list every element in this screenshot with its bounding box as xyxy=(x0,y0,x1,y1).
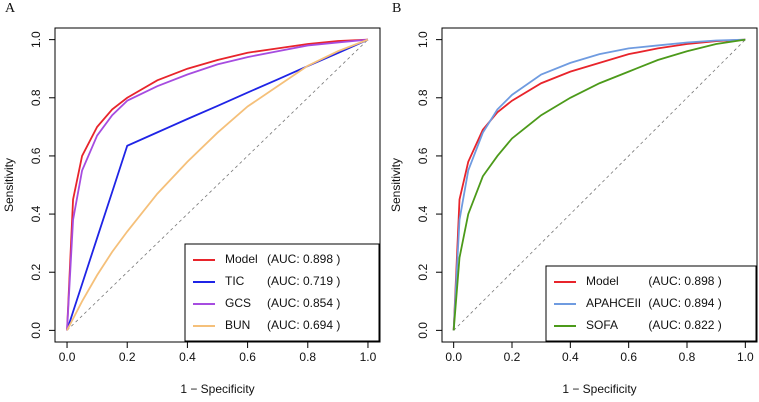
roc-curve xyxy=(66,38,369,331)
legend-name: SOFA xyxy=(586,318,618,332)
plot-frame xyxy=(54,27,381,343)
roc-curve xyxy=(452,38,746,331)
y-tick-label: 0.0 xyxy=(29,322,43,339)
y-tick-label: 0.0 xyxy=(416,322,430,339)
y-tick-label: 0.6 xyxy=(29,147,43,164)
legend-auc: (AUC: 0.898 ) xyxy=(267,252,340,266)
legend-auc: (AUC: 0.694 ) xyxy=(267,318,340,332)
y-axis-label: Sensitivity xyxy=(2,158,16,212)
reference-diagonal xyxy=(453,39,746,331)
legend-auc: (AUC: 0.894 ) xyxy=(648,296,721,310)
x-tick-label: 0.4 xyxy=(562,350,579,364)
legend-auc: (AUC: 0.822 ) xyxy=(648,318,721,332)
legend-name: BUN xyxy=(225,318,250,332)
y-axis-label: Sensitivity xyxy=(389,158,403,212)
legend-auc: (AUC: 0.898 ) xyxy=(648,274,721,288)
panel-label: B xyxy=(392,1,401,16)
x-tick-label: 0.2 xyxy=(504,350,521,364)
reference-diagonal xyxy=(66,39,369,331)
legend-auc: (AUC: 0.854 ) xyxy=(267,296,340,310)
legend-name: APAHCEII xyxy=(586,296,641,310)
legend-box xyxy=(184,243,380,342)
x-tick-label: 0.4 xyxy=(179,350,196,364)
panel-label: A xyxy=(5,1,16,16)
x-tick-label: 0.2 xyxy=(119,350,136,364)
legend-name: GCS xyxy=(225,296,251,310)
x-tick-label: 0.0 xyxy=(59,350,76,364)
x-tick-label: 0.0 xyxy=(445,350,462,364)
legend-name: TIC xyxy=(225,274,245,288)
x-tick-label: 0.6 xyxy=(620,350,637,364)
y-tick-label: 0.4 xyxy=(29,205,43,222)
roc-curve xyxy=(66,38,369,331)
y-tick-label: 0.2 xyxy=(29,264,43,281)
y-tick-label: 1.0 xyxy=(29,31,43,48)
legend-auc: (AUC: 0.719 ) xyxy=(267,274,340,288)
roc-curve xyxy=(66,38,369,331)
legend-name: Model xyxy=(586,274,619,288)
legend-box xyxy=(545,265,757,342)
x-axis-label: 1 − Specificity xyxy=(180,382,254,396)
y-tick-label: 0.4 xyxy=(416,205,430,222)
x-tick-label: 1.0 xyxy=(737,350,754,364)
y-tick-label: 1.0 xyxy=(416,31,430,48)
x-tick-label: 0.8 xyxy=(299,350,316,364)
x-axis-label: 1 − Specificity xyxy=(562,382,636,396)
plot-frame xyxy=(441,27,758,343)
roc-curve xyxy=(452,38,746,331)
y-tick-label: 0.8 xyxy=(29,89,43,106)
y-tick-label: 0.8 xyxy=(416,89,430,106)
legend-name: Model xyxy=(225,252,258,266)
x-tick-label: 0.6 xyxy=(239,350,256,364)
roc-curve xyxy=(452,38,746,331)
x-tick-label: 0.8 xyxy=(679,350,696,364)
y-tick-label: 0.6 xyxy=(416,147,430,164)
y-tick-label: 0.2 xyxy=(416,264,430,281)
x-tick-label: 1.0 xyxy=(360,350,377,364)
